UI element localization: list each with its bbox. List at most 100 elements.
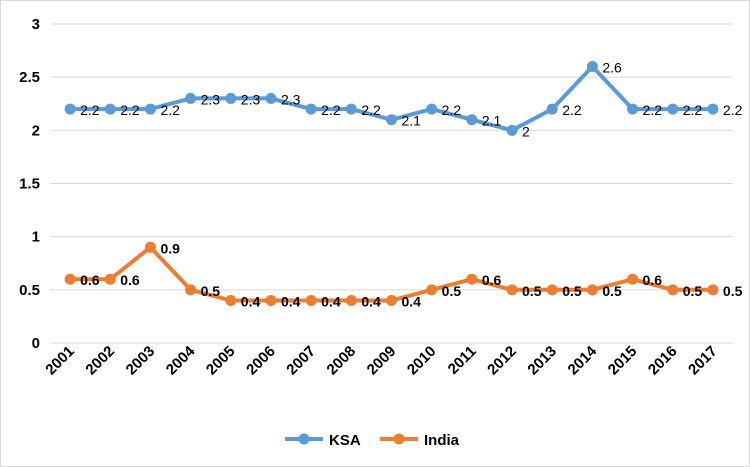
- data-label-ksa: 2.2: [723, 102, 743, 118]
- x-tick-label: 2010: [404, 343, 440, 379]
- data-point-ksa: [546, 103, 558, 115]
- data-point-ksa: [144, 103, 156, 115]
- data-point-india: [506, 284, 518, 296]
- data-label-ksa: 2.6: [602, 60, 622, 76]
- data-label-india: 0.4: [402, 293, 422, 309]
- data-point-india: [144, 241, 156, 253]
- data-label-india: 0.4: [241, 293, 261, 309]
- y-tick-label: 0: [32, 335, 40, 352]
- x-tick-label: 2003: [123, 343, 159, 379]
- data-point-ksa: [586, 61, 598, 73]
- data-point-india: [386, 294, 397, 306]
- data-point-ksa: [225, 92, 237, 104]
- data-point-india: [225, 294, 237, 306]
- x-tick-label: 2005: [203, 343, 239, 379]
- y-tick-label: 1.5: [19, 176, 40, 193]
- x-tick-label: 2008: [324, 343, 360, 379]
- data-point-india: [627, 273, 639, 285]
- data-point-ksa: [667, 103, 679, 115]
- x-tick-label: 2006: [243, 343, 279, 379]
- data-point-ksa: [426, 103, 438, 115]
- data-label-ksa: 2.3: [201, 91, 221, 107]
- data-label-ksa: 2.2: [80, 102, 100, 118]
- data-point-ksa: [707, 103, 719, 115]
- data-label-india: 0.4: [321, 293, 341, 309]
- data-point-ksa: [627, 103, 639, 115]
- legend-marker-india: [393, 433, 405, 445]
- data-label-ksa: 2.3: [281, 91, 301, 107]
- x-tick-label: 2004: [163, 342, 199, 378]
- data-label-india: 0.5: [562, 283, 582, 299]
- data-label-ksa: 2.2: [643, 102, 663, 118]
- x-tick-label: 2014: [565, 342, 601, 378]
- y-tick-label: 2.5: [19, 69, 40, 86]
- legend-marker-ksa: [298, 433, 310, 445]
- series-layer: [64, 61, 719, 306]
- x-tick-label: 2007: [283, 343, 319, 379]
- legend: KSA India: [285, 432, 460, 449]
- data-label-india: 0.5: [683, 283, 703, 299]
- x-tick-label: 2009: [364, 343, 400, 379]
- x-axis-ticks: 2001 2002 2003 2004 2005 2006 2007 2008 2009 2010…: [42, 342, 720, 378]
- y-tick-label: 3: [32, 16, 40, 33]
- data-label-ksa: 2: [522, 123, 530, 139]
- data-point-india: [667, 284, 679, 296]
- data-label-ksa: 2.2: [683, 102, 703, 118]
- data-label-ksa: 2.2: [361, 102, 381, 118]
- y-tick-label: 2: [32, 122, 40, 139]
- data-point-ksa: [265, 92, 277, 104]
- data-point-ksa: [386, 114, 397, 126]
- data-label-ksa: 2.2: [160, 102, 180, 118]
- data-label-ksa: 2.2: [442, 102, 462, 118]
- data-point-ksa: [345, 103, 357, 115]
- data-point-ksa: [466, 114, 478, 126]
- data-point-ksa: [64, 103, 76, 115]
- y-tick-label: 0.5: [19, 282, 40, 299]
- data-label-india: 0.5: [522, 283, 542, 299]
- data-label-india: 0.4: [361, 293, 381, 309]
- legend-label-india: India: [424, 432, 460, 449]
- data-point-india: [185, 284, 197, 296]
- data-labels: 2.2 2.2 2.2 2.3 2.3 2.3 2.2 2.2 2.1 2.2 2.1 2 2.2 2.6…: [80, 60, 742, 310]
- data-point-india: [305, 294, 317, 306]
- data-label-india: 0.6: [120, 272, 140, 288]
- data-point-ksa: [506, 124, 518, 136]
- data-point-ksa: [185, 92, 197, 104]
- data-point-india: [345, 294, 357, 306]
- data-label-india: 0.5: [723, 283, 743, 299]
- data-label-ksa: 2.1: [482, 113, 502, 129]
- data-point-india: [265, 294, 277, 306]
- data-label-india: 0.9: [160, 240, 180, 256]
- data-label-ksa: 2.2: [321, 102, 341, 118]
- y-tick-label: 1: [32, 229, 40, 246]
- data-label-india: 0.6: [643, 272, 663, 288]
- x-tick-label: 2013: [524, 343, 560, 379]
- data-label-india: 0.5: [201, 283, 221, 299]
- x-tick-label: 2002: [82, 343, 118, 379]
- data-point-india: [707, 284, 719, 296]
- data-label-ksa: 2.2: [562, 102, 582, 118]
- data-label-india: 0.4: [281, 293, 301, 309]
- data-point-ksa: [305, 103, 317, 115]
- x-tick-label: 2015: [605, 343, 641, 379]
- data-point-india: [546, 284, 558, 296]
- data-label-ksa: 2.2: [120, 102, 140, 118]
- x-tick-label: 2011: [445, 343, 480, 378]
- x-tick-label: 2017: [685, 343, 721, 379]
- data-point-india: [426, 284, 438, 296]
- data-label-india: 0.6: [80, 272, 100, 288]
- data-point-india: [586, 284, 598, 296]
- data-label-india: 0.5: [442, 283, 462, 299]
- x-tick-label: 2016: [645, 343, 681, 379]
- x-tick-label: 2012: [484, 343, 520, 379]
- data-point-ksa: [104, 103, 116, 115]
- data-point-india: [466, 273, 478, 285]
- x-tick-label: 2001: [42, 343, 78, 379]
- data-label-ksa: 2.1: [402, 113, 422, 129]
- gridlines: [50, 23, 733, 344]
- data-label-ksa: 2.3: [241, 91, 261, 107]
- y-axis-ticks: 0 0.5 1 1.5 2 2.5 3: [19, 16, 40, 352]
- legend-label-ksa: KSA: [329, 432, 361, 449]
